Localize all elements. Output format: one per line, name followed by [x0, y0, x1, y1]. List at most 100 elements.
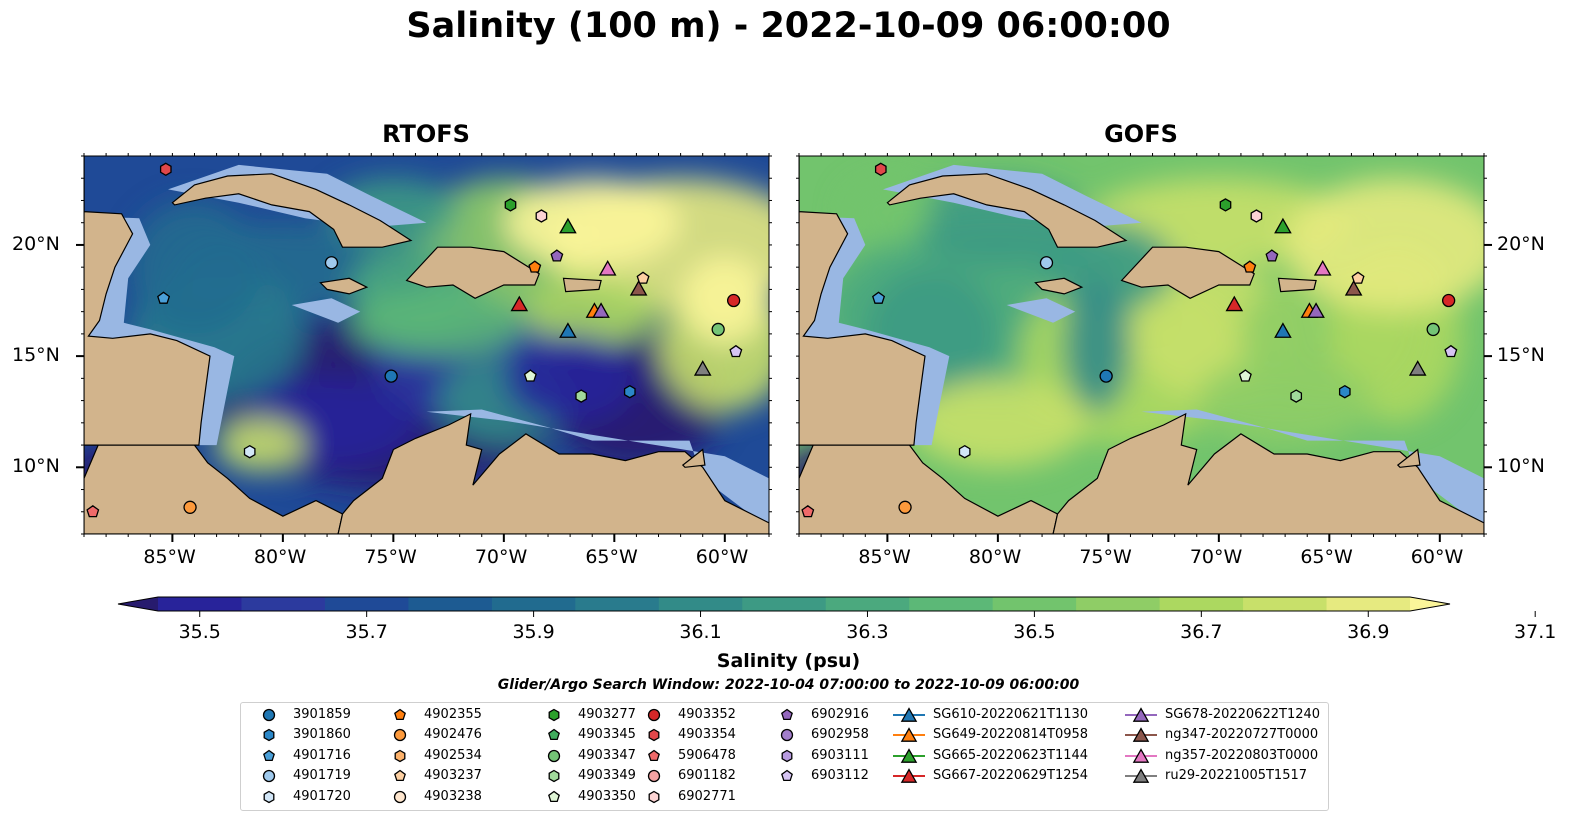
lon-tick-label: 80°W [968, 546, 1022, 568]
legend-symbol [648, 790, 660, 803]
legend-marker [1125, 768, 1157, 784]
legend-label: 5906478 [678, 747, 736, 763]
legend-symbol [394, 769, 406, 782]
legend-symbol [263, 749, 275, 761]
lon-tick-label: 75°W [1079, 546, 1132, 568]
lon-tick-label: 70°W [474, 546, 528, 568]
salinity-field [799, 156, 1484, 534]
legend-marker [648, 729, 660, 742]
legend-symbol [548, 729, 560, 741]
legend-symbol [1132, 768, 1150, 784]
lat-tick-label: 15°N [12, 344, 60, 367]
legend-symbol [262, 770, 276, 783]
legend-marker [1125, 747, 1157, 763]
legend-marker [893, 707, 925, 722]
platform-marker [1344, 280, 1363, 296]
colorbar-bin [742, 597, 827, 611]
colorbar-bin [992, 597, 1077, 611]
legend-marker [394, 769, 406, 782]
lat-tick-label: 15°N [1497, 344, 1545, 367]
panel-title-gofs: GOFS [1104, 120, 1178, 148]
lon-tick-label: 65°W [1300, 546, 1353, 568]
platform-legend: 3901859 3901860 4901716 4901719 4901720 49023… [240, 702, 1329, 811]
legend-label: 4903354 [678, 727, 736, 743]
legend-marker [647, 708, 661, 722]
land [681, 448, 706, 468]
colorbar-tick-label: 37.1 [1514, 621, 1557, 643]
salinity-patch [680, 256, 769, 345]
colorbar-tick-label: 36.9 [1347, 621, 1390, 643]
land [319, 277, 369, 295]
platform-marker [559, 322, 577, 338]
colorbar-bin [1326, 597, 1411, 611]
legend-marker [648, 790, 660, 803]
platform-marker [1313, 260, 1332, 276]
colorbar-tick-label: 35.5 [178, 621, 221, 643]
salinity-patch [503, 178, 681, 268]
platform-marker [693, 360, 712, 376]
legend-symbol [900, 768, 918, 784]
platform-marker [324, 256, 339, 270]
lon-tick-label: 85°W [858, 546, 911, 568]
legend-marker [547, 749, 561, 762]
platform-marker [711, 322, 725, 337]
salinity-patch [1064, 278, 1131, 412]
platform-marker [598, 260, 617, 276]
platform-marker [1243, 260, 1257, 273]
legend-symbol [548, 708, 560, 722]
legend-symbol [900, 747, 918, 763]
platform-marker [1219, 198, 1232, 212]
salinity-patch [503, 333, 637, 423]
legend-symbol [263, 729, 275, 742]
colorbar-bin [1076, 597, 1161, 611]
legend-marker [394, 708, 406, 721]
legend-marker [393, 790, 407, 803]
lon-tick-label: 75°W [364, 546, 417, 568]
platform-marker [1250, 209, 1263, 223]
legend-label: 4901720 [293, 788, 351, 804]
platform-marker [1441, 293, 1456, 308]
platform-marker [159, 162, 172, 177]
search-window-text: Glider/Argo Search Window: 2022-10-04 07… [497, 677, 1080, 693]
legend-label: 4903350 [578, 788, 636, 804]
shallow-area [291, 298, 361, 323]
shallow-area [1006, 298, 1076, 323]
legend-label: 4901716 [293, 747, 351, 763]
platform-marker [1444, 344, 1458, 358]
legend-symbol [393, 790, 407, 803]
lat-tick-label: 20°N [1497, 232, 1545, 255]
platform-marker [528, 260, 542, 273]
platform-marker [535, 209, 548, 223]
legend-symbol [781, 769, 793, 782]
legend-label: 4903238 [424, 788, 482, 804]
platform-marker [1039, 256, 1054, 270]
land [171, 173, 413, 248]
legend-marker [781, 749, 793, 763]
legend-marker [780, 729, 794, 742]
platform-marker [86, 504, 100, 518]
land [84, 156, 211, 446]
legend-symbol [394, 749, 406, 763]
platform-marker [1099, 369, 1113, 383]
platform-marker [1225, 295, 1244, 312]
legend-marker [893, 747, 925, 763]
platform-marker [1265, 249, 1279, 262]
lon-tick-label: 60°W [695, 546, 749, 568]
legend-symbol [548, 790, 560, 802]
lat-tick-label: 20°N [12, 232, 60, 255]
platform-marker [801, 504, 815, 518]
legend-marker [548, 790, 560, 802]
legend-marker [548, 729, 560, 741]
legend-label: 4901719 [293, 768, 351, 784]
legend-symbol [263, 790, 275, 803]
platform-marker [898, 500, 912, 514]
platform-marker [726, 293, 741, 308]
platform-marker [636, 271, 650, 284]
map-frame [798, 155, 1485, 535]
legend-label: 4902476 [424, 727, 482, 743]
legend-symbol [393, 729, 407, 742]
platform-marker [1238, 369, 1252, 382]
legend-marker [1125, 727, 1157, 743]
legend-marker [393, 729, 407, 742]
